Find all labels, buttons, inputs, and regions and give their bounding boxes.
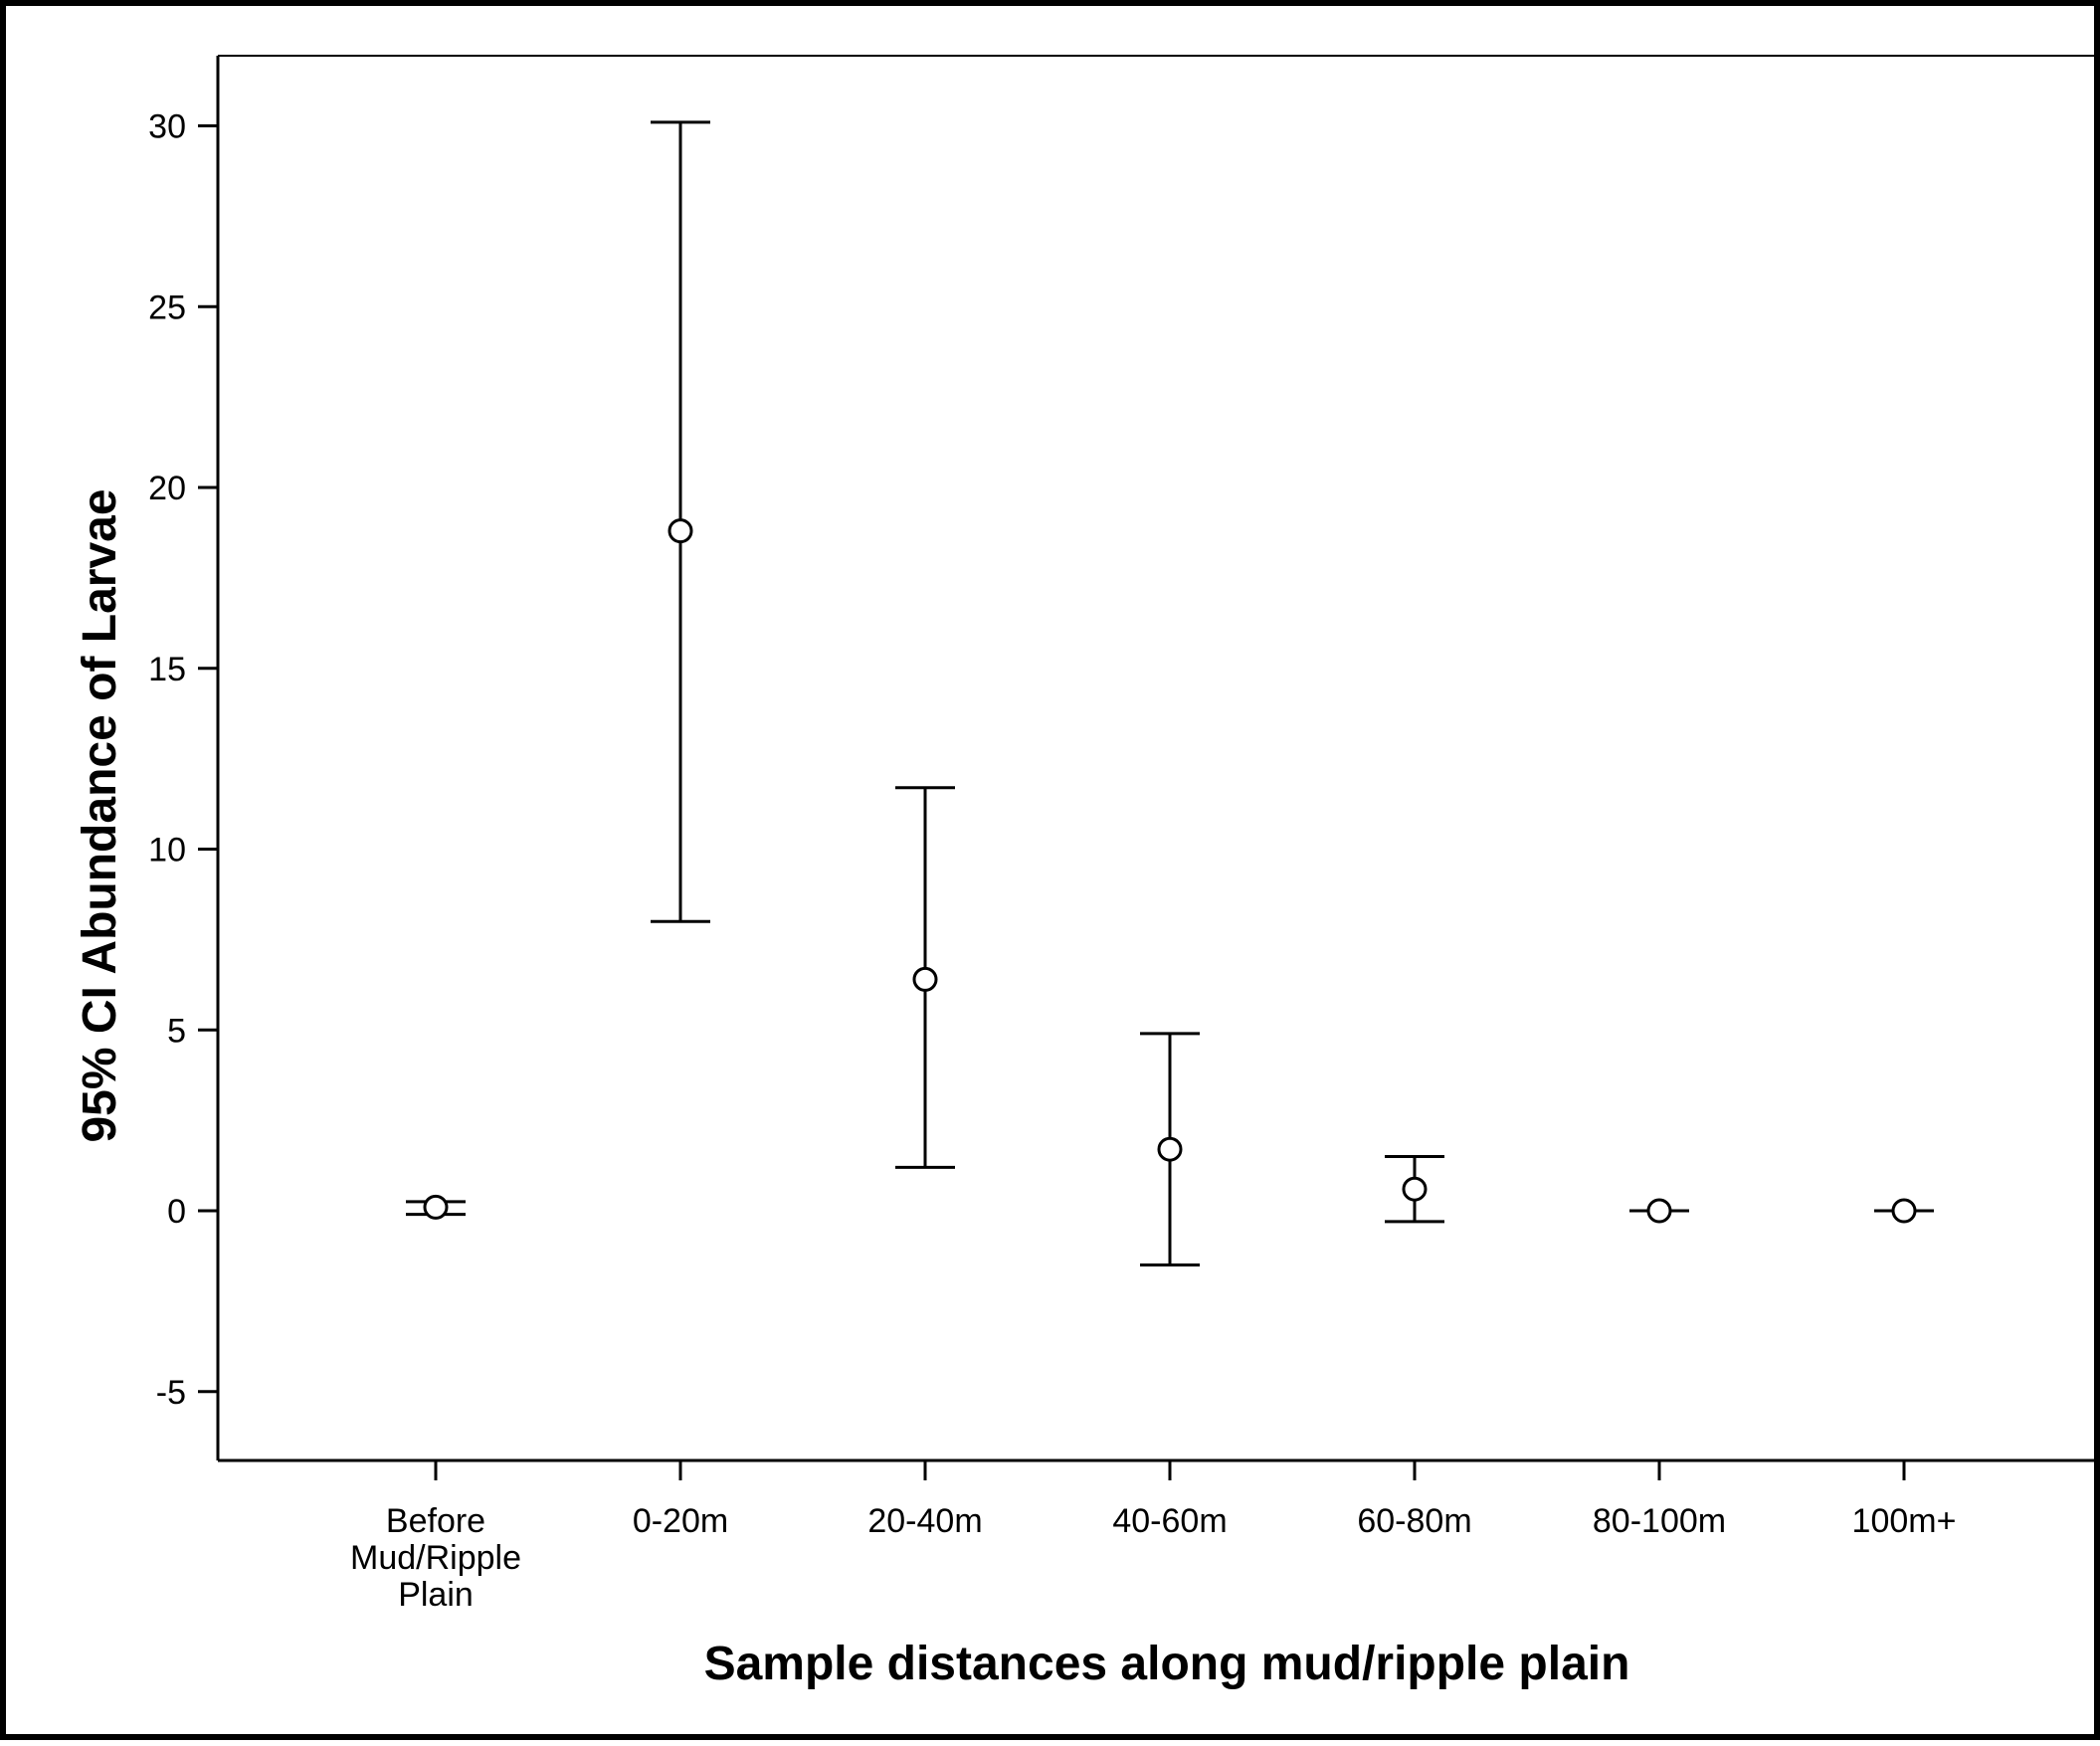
y-axis-title: 95% CI Abundance of Larvae <box>74 488 126 1142</box>
x-axis-title: Sample distances along mud/ripple plain <box>704 1638 1630 1690</box>
y-tick-label: 25 <box>148 289 186 326</box>
x-tick-label: 20-40m <box>867 1502 982 1540</box>
mean-marker <box>1891 1198 1917 1224</box>
x-tick-label: 0-20m <box>633 1502 728 1540</box>
chart: -5 0 5 10 15 20 25 30 Before Mud/Ripple Plain 0-20… <box>74 55 2097 1690</box>
plot-area <box>216 55 2097 1462</box>
mean-marker <box>1157 1136 1183 1162</box>
y-tick-label: 20 <box>148 470 186 507</box>
y-tick-label: 5 <box>167 1012 186 1050</box>
y-tick-label: 30 <box>148 108 186 146</box>
x-tick-label: 40-60m <box>1112 1502 1227 1540</box>
y-tick-label: -5 <box>156 1374 186 1412</box>
mean-marker <box>1646 1198 1672 1224</box>
y-tick-label: 15 <box>148 651 186 688</box>
mean-marker <box>423 1194 449 1220</box>
error-bars <box>406 120 1934 1267</box>
x-tick-label: 100m+ <box>1852 1502 1957 1540</box>
y-tick-label: 0 <box>167 1193 186 1231</box>
x-tick-label: 60-80m <box>1357 1502 1471 1540</box>
x-tick-label: 80-100m <box>1593 1502 1726 1540</box>
y-axis: -5 0 5 10 15 20 25 30 <box>148 108 218 1412</box>
y-tick-label: 10 <box>148 832 186 870</box>
mean-marker <box>1402 1176 1428 1202</box>
x-axis: Before Mud/Ripple Plain 0-20m 20-40m 40-60m 60… <box>350 1460 1956 1614</box>
mean-marker <box>912 966 938 992</box>
mean-marker <box>668 518 693 544</box>
x-tick-label: Before Mud/Ripple Plain <box>350 1502 521 1614</box>
